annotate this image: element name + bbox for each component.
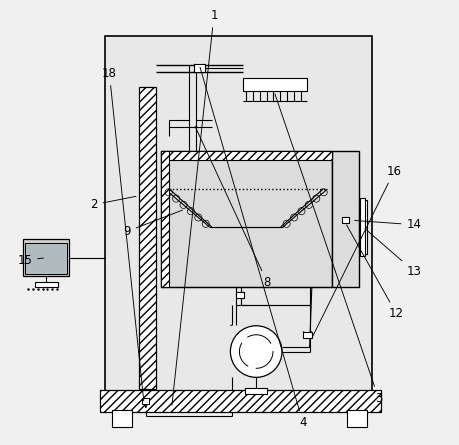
Bar [303,332,312,338]
Text: 3: 3 [275,94,382,405]
Bar [105,36,372,392]
Text: 4: 4 [200,67,307,429]
Text: 16: 16 [313,165,402,336]
Text: 12: 12 [347,225,404,320]
Text: 14: 14 [355,218,422,231]
Text: 1: 1 [172,9,218,405]
Bar [142,398,149,404]
Text: 13: 13 [365,229,422,278]
Bar [194,64,205,72]
Bar [139,87,156,389]
Bar [22,239,69,276]
Bar [236,292,244,298]
Text: 9: 9 [123,210,182,238]
Bar [245,388,267,394]
Bar [341,217,349,222]
Bar [332,151,358,287]
Text: 15: 15 [17,254,44,267]
Bar [25,243,67,274]
Text: 18: 18 [102,67,144,401]
Bar [243,78,308,91]
Circle shape [230,326,282,377]
Bar [101,390,381,412]
Bar [358,200,367,254]
Bar [161,151,168,287]
Text: 2: 2 [90,196,136,211]
Bar [161,151,332,287]
Text: 8: 8 [195,126,271,289]
Bar [347,410,368,427]
Bar [360,198,365,256]
Bar [112,410,132,427]
Bar [161,151,332,160]
Bar [34,282,58,287]
